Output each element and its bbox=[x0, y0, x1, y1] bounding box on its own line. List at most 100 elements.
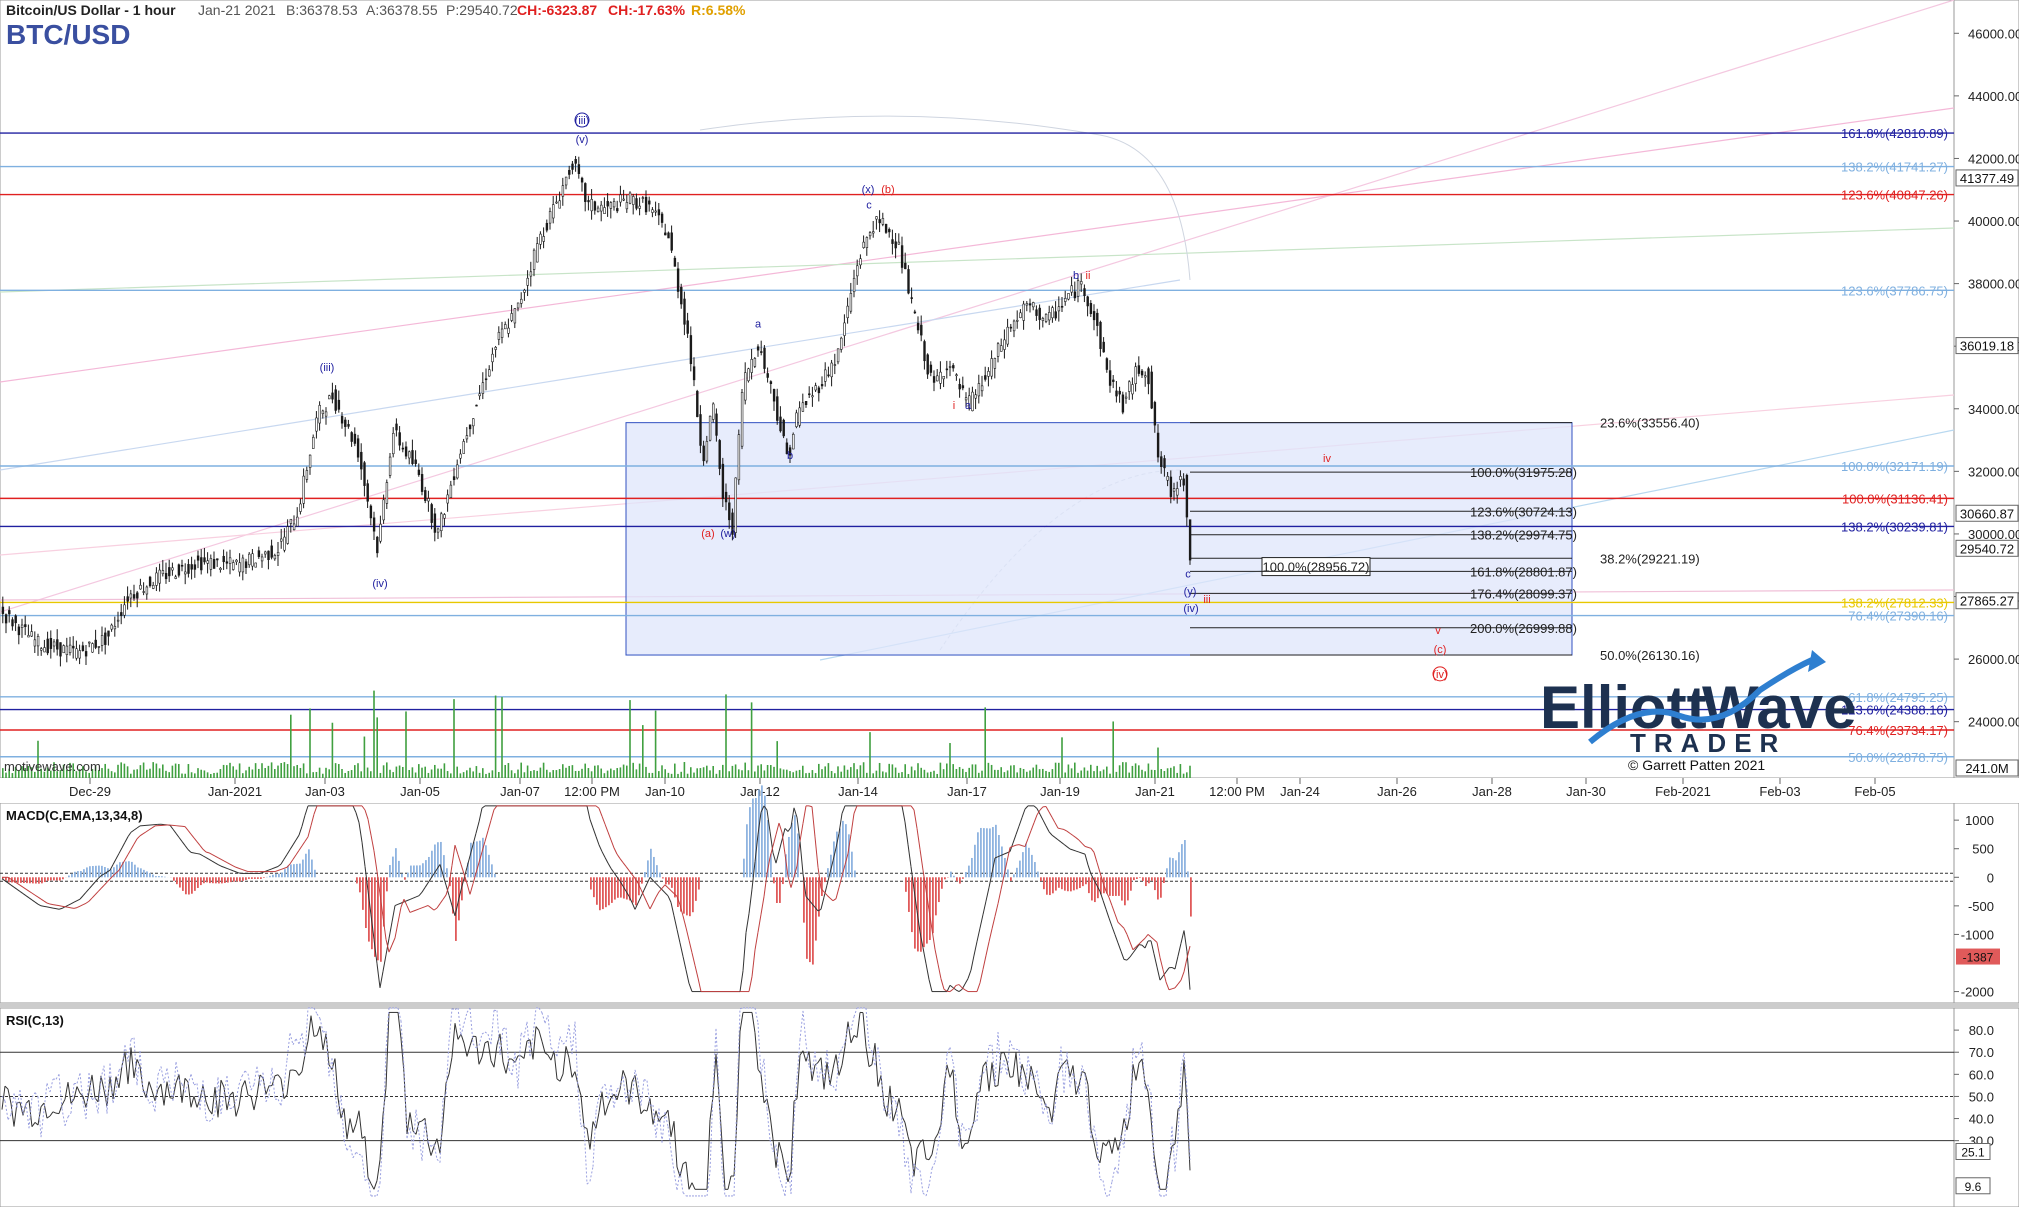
volume-bar bbox=[818, 764, 820, 778]
macd-histogram-bar bbox=[272, 875, 274, 878]
macd-histogram-bar bbox=[650, 849, 652, 878]
candle-body bbox=[994, 358, 996, 368]
volume-bar bbox=[485, 774, 487, 778]
wave-label: v bbox=[1435, 625, 1441, 637]
volume-bar bbox=[1157, 748, 1159, 778]
ticker-title: BTC/USD bbox=[6, 19, 130, 50]
candle-body bbox=[716, 414, 718, 435]
volume-bar bbox=[495, 696, 497, 778]
macd-histogram-bar bbox=[1031, 855, 1033, 877]
volume-bar bbox=[840, 772, 842, 778]
macd-histogram-bar bbox=[1019, 861, 1021, 878]
candle-body bbox=[1004, 340, 1006, 350]
volume-bar bbox=[466, 770, 468, 778]
volume-bar bbox=[277, 766, 279, 778]
macd-histogram-bar bbox=[653, 857, 655, 877]
candle-body bbox=[357, 439, 359, 457]
candle-body bbox=[844, 323, 846, 336]
candle-body bbox=[818, 388, 820, 393]
candle-body bbox=[588, 200, 590, 201]
volume-bar bbox=[1068, 765, 1070, 778]
macd-histogram-bar bbox=[665, 877, 667, 884]
wave-label: (iv) bbox=[1432, 669, 1447, 681]
macd-line bbox=[1139, 945, 1142, 946]
candle-body bbox=[885, 224, 887, 232]
macd-histogram-bar bbox=[791, 823, 793, 877]
candle-body bbox=[437, 529, 439, 532]
candle-body bbox=[194, 565, 196, 570]
candle-body bbox=[303, 476, 305, 503]
volume-bar bbox=[642, 725, 644, 778]
volume-bar bbox=[648, 773, 650, 778]
volume-bar bbox=[716, 774, 718, 778]
rsi-line bbox=[293, 1070, 296, 1071]
candle-body bbox=[594, 202, 596, 211]
candle-body bbox=[127, 597, 129, 602]
macd-histogram-bar bbox=[647, 860, 649, 877]
candle-body bbox=[940, 372, 942, 383]
price-badge-text: 29540.72 bbox=[1960, 541, 2014, 556]
macd-histogram-bar bbox=[23, 877, 25, 883]
macd-histogram-bar bbox=[749, 807, 751, 877]
macd-signal-line bbox=[62, 906, 65, 907]
candle-body bbox=[869, 233, 871, 236]
macd-histogram-bar bbox=[428, 857, 430, 877]
volume-bar bbox=[1128, 773, 1130, 778]
macd-histogram-bar bbox=[293, 864, 295, 877]
candle-body bbox=[37, 636, 39, 646]
candle-body bbox=[213, 559, 215, 568]
volume-bar bbox=[386, 762, 388, 778]
candle-body bbox=[335, 390, 337, 411]
macd-histogram-bar bbox=[245, 877, 247, 880]
candle-body bbox=[696, 391, 698, 416]
volume-bar bbox=[536, 771, 538, 778]
volume-bar bbox=[437, 769, 439, 778]
volume-bar bbox=[120, 762, 122, 778]
candle-body bbox=[124, 605, 126, 615]
volume-bar bbox=[1007, 770, 1009, 778]
volume-bar bbox=[712, 766, 714, 778]
wave-label: (w) bbox=[720, 528, 735, 540]
candle-body bbox=[863, 242, 865, 248]
candle-body bbox=[431, 504, 433, 522]
macd-histogram-bar bbox=[773, 877, 775, 883]
candle-body bbox=[1093, 311, 1095, 319]
volume-bar bbox=[130, 774, 132, 778]
candle-body bbox=[997, 344, 999, 357]
volume-bar bbox=[514, 773, 516, 778]
macd-title: MACD(C,EMA,13,34,8) bbox=[6, 808, 143, 823]
retracement-label: 23.6%(33556.40) bbox=[1600, 416, 1700, 431]
candle-body bbox=[1055, 312, 1057, 318]
candle-body bbox=[268, 551, 270, 560]
macd-histogram-bar bbox=[98, 866, 100, 878]
candle-body bbox=[773, 389, 775, 401]
candle-body bbox=[149, 577, 151, 586]
macd-histogram-bar bbox=[935, 877, 937, 915]
volume-bar bbox=[1176, 773, 1178, 778]
candle-body bbox=[1176, 489, 1178, 496]
rsi-value-text: 25.1 bbox=[1961, 1146, 1985, 1160]
macd-signal-line bbox=[71, 908, 74, 909]
candle-body bbox=[280, 539, 282, 541]
macd-histogram-bar bbox=[212, 877, 214, 883]
candle-body bbox=[1071, 286, 1073, 292]
macd-histogram-bar bbox=[659, 873, 661, 878]
candle-body bbox=[677, 269, 679, 292]
macd-histogram-bar bbox=[1169, 858, 1171, 878]
macd-histogram-bar bbox=[236, 877, 238, 881]
volume-bar bbox=[389, 770, 391, 778]
candle-body bbox=[1148, 369, 1150, 384]
candle-body bbox=[892, 240, 894, 244]
volume-bar bbox=[738, 769, 740, 778]
copyright-text: © Garrett Patten 2021 bbox=[1628, 757, 1765, 773]
fib-line-label: 76.4%(27390.16) bbox=[1848, 609, 1948, 624]
volume-bar bbox=[1119, 765, 1121, 778]
candle-body bbox=[108, 631, 110, 636]
candle-body bbox=[376, 537, 378, 553]
candle-body bbox=[597, 208, 599, 212]
candle-body bbox=[18, 627, 20, 635]
volume-bar bbox=[1045, 771, 1047, 778]
candle-body bbox=[520, 299, 522, 303]
